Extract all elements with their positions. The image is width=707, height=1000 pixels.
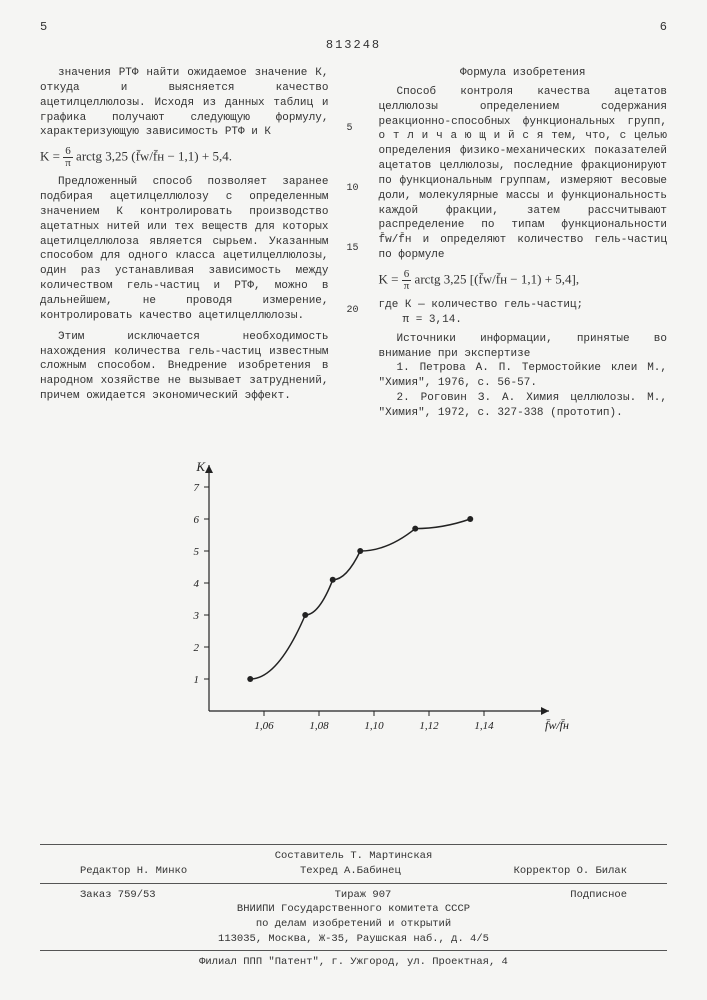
left-p2: Предложенный способ позволяет заранее по… (40, 175, 329, 323)
where-line-1: где К — количество гель-частиц; (379, 298, 668, 313)
footer-branch: Филиал ППП "Патент", г. Ужгород, ул. Про… (40, 955, 667, 970)
svg-text:f̄w/f̄н: f̄w/f̄н (545, 718, 569, 732)
svg-text:6: 6 (193, 514, 199, 526)
document-number: 813248 (40, 38, 667, 52)
svg-text:1,06: 1,06 (254, 720, 274, 732)
line-marker-5: 5 (347, 124, 353, 134)
text-columns: значения РТФ найти ожидаемое значение К,… (40, 66, 667, 421)
svg-text:3: 3 (192, 610, 199, 622)
source-2: 2. Роговин З. А. Химия целлюлозы. М., "Х… (379, 391, 668, 421)
footer-org: ВНИИПИ Государственного комитета СССР (40, 902, 667, 917)
svg-text:1,10: 1,10 (364, 720, 384, 732)
svg-text:4: 4 (193, 578, 199, 590)
right-p1: Способ контроля качества ацетатов целлюл… (379, 85, 668, 263)
sources-title: Источники информации, принятые во вниман… (379, 332, 668, 362)
footer-org2: по делам изобретений и открытий (40, 917, 667, 932)
source-1: 1. Петрова А. П. Термостойкие клеи М., "… (379, 361, 668, 391)
footer-addr: 113035, Москва, Ж-35, Раушская наб., д. … (40, 932, 667, 947)
svg-text:2: 2 (193, 642, 199, 654)
page: 5 6 813248 значения РТФ найти ожидаемое … (0, 0, 707, 1000)
left-column: значения РТФ найти ожидаемое значение К,… (40, 66, 329, 421)
formula-right: K = 6 π arctg 3,25 [(f̄w/f̄н − 1,1) + 5,… (379, 269, 668, 292)
svg-text:1,14: 1,14 (474, 720, 494, 732)
formula-left: K = 6 π arctg 3,25 (f̄w/f̄н − 1,1) + 5,4… (40, 146, 329, 169)
svg-text:7: 7 (193, 482, 199, 494)
where-line-2: π = 3,14. (379, 313, 668, 328)
left-p1: значения РТФ найти ожидаемое значение К,… (40, 66, 329, 140)
svg-text:5: 5 (193, 546, 199, 558)
line-marker-15: 15 (347, 244, 359, 254)
svg-text:К: К (195, 459, 206, 474)
svg-text:1,12: 1,12 (419, 720, 439, 732)
claims-title: Формула изобретения (379, 66, 668, 81)
right-column: Формула изобретения Способ контроля каче… (379, 66, 668, 421)
line-marker-10: 10 (347, 184, 359, 194)
svg-text:1: 1 (193, 674, 199, 686)
svg-text:1,08: 1,08 (309, 720, 329, 732)
footer-order-row: Заказ 759/53 Тираж 907 Подписное (40, 888, 667, 903)
left-p3: Этим исключается необходимость нахождени… (40, 330, 329, 404)
footer-editors-row: Редактор Н. Минко Техред А.Бабинец Корре… (40, 864, 667, 879)
page-header: 5 6 (40, 20, 667, 34)
footer-compiler: Составитель Т. Мартинская (40, 849, 667, 864)
chart-container: 1 2 3 4 5 6 7 1,06 1,08 1,10 1,12 1,14 Кf̄w/f̄н (40, 451, 667, 761)
chart-svg: 1 2 3 4 5 6 7 1,06 1,08 1,10 1,12 1,14 Кf̄w/f̄н (139, 451, 569, 761)
line-number-gutter: 5 10 15 20 (347, 66, 361, 421)
page-num-right: 6 (660, 20, 667, 34)
footer-block: Составитель Т. Мартинская Редактор Н. Ми… (40, 840, 667, 970)
line-marker-20: 20 (347, 306, 359, 316)
page-num-left: 5 (40, 20, 47, 34)
